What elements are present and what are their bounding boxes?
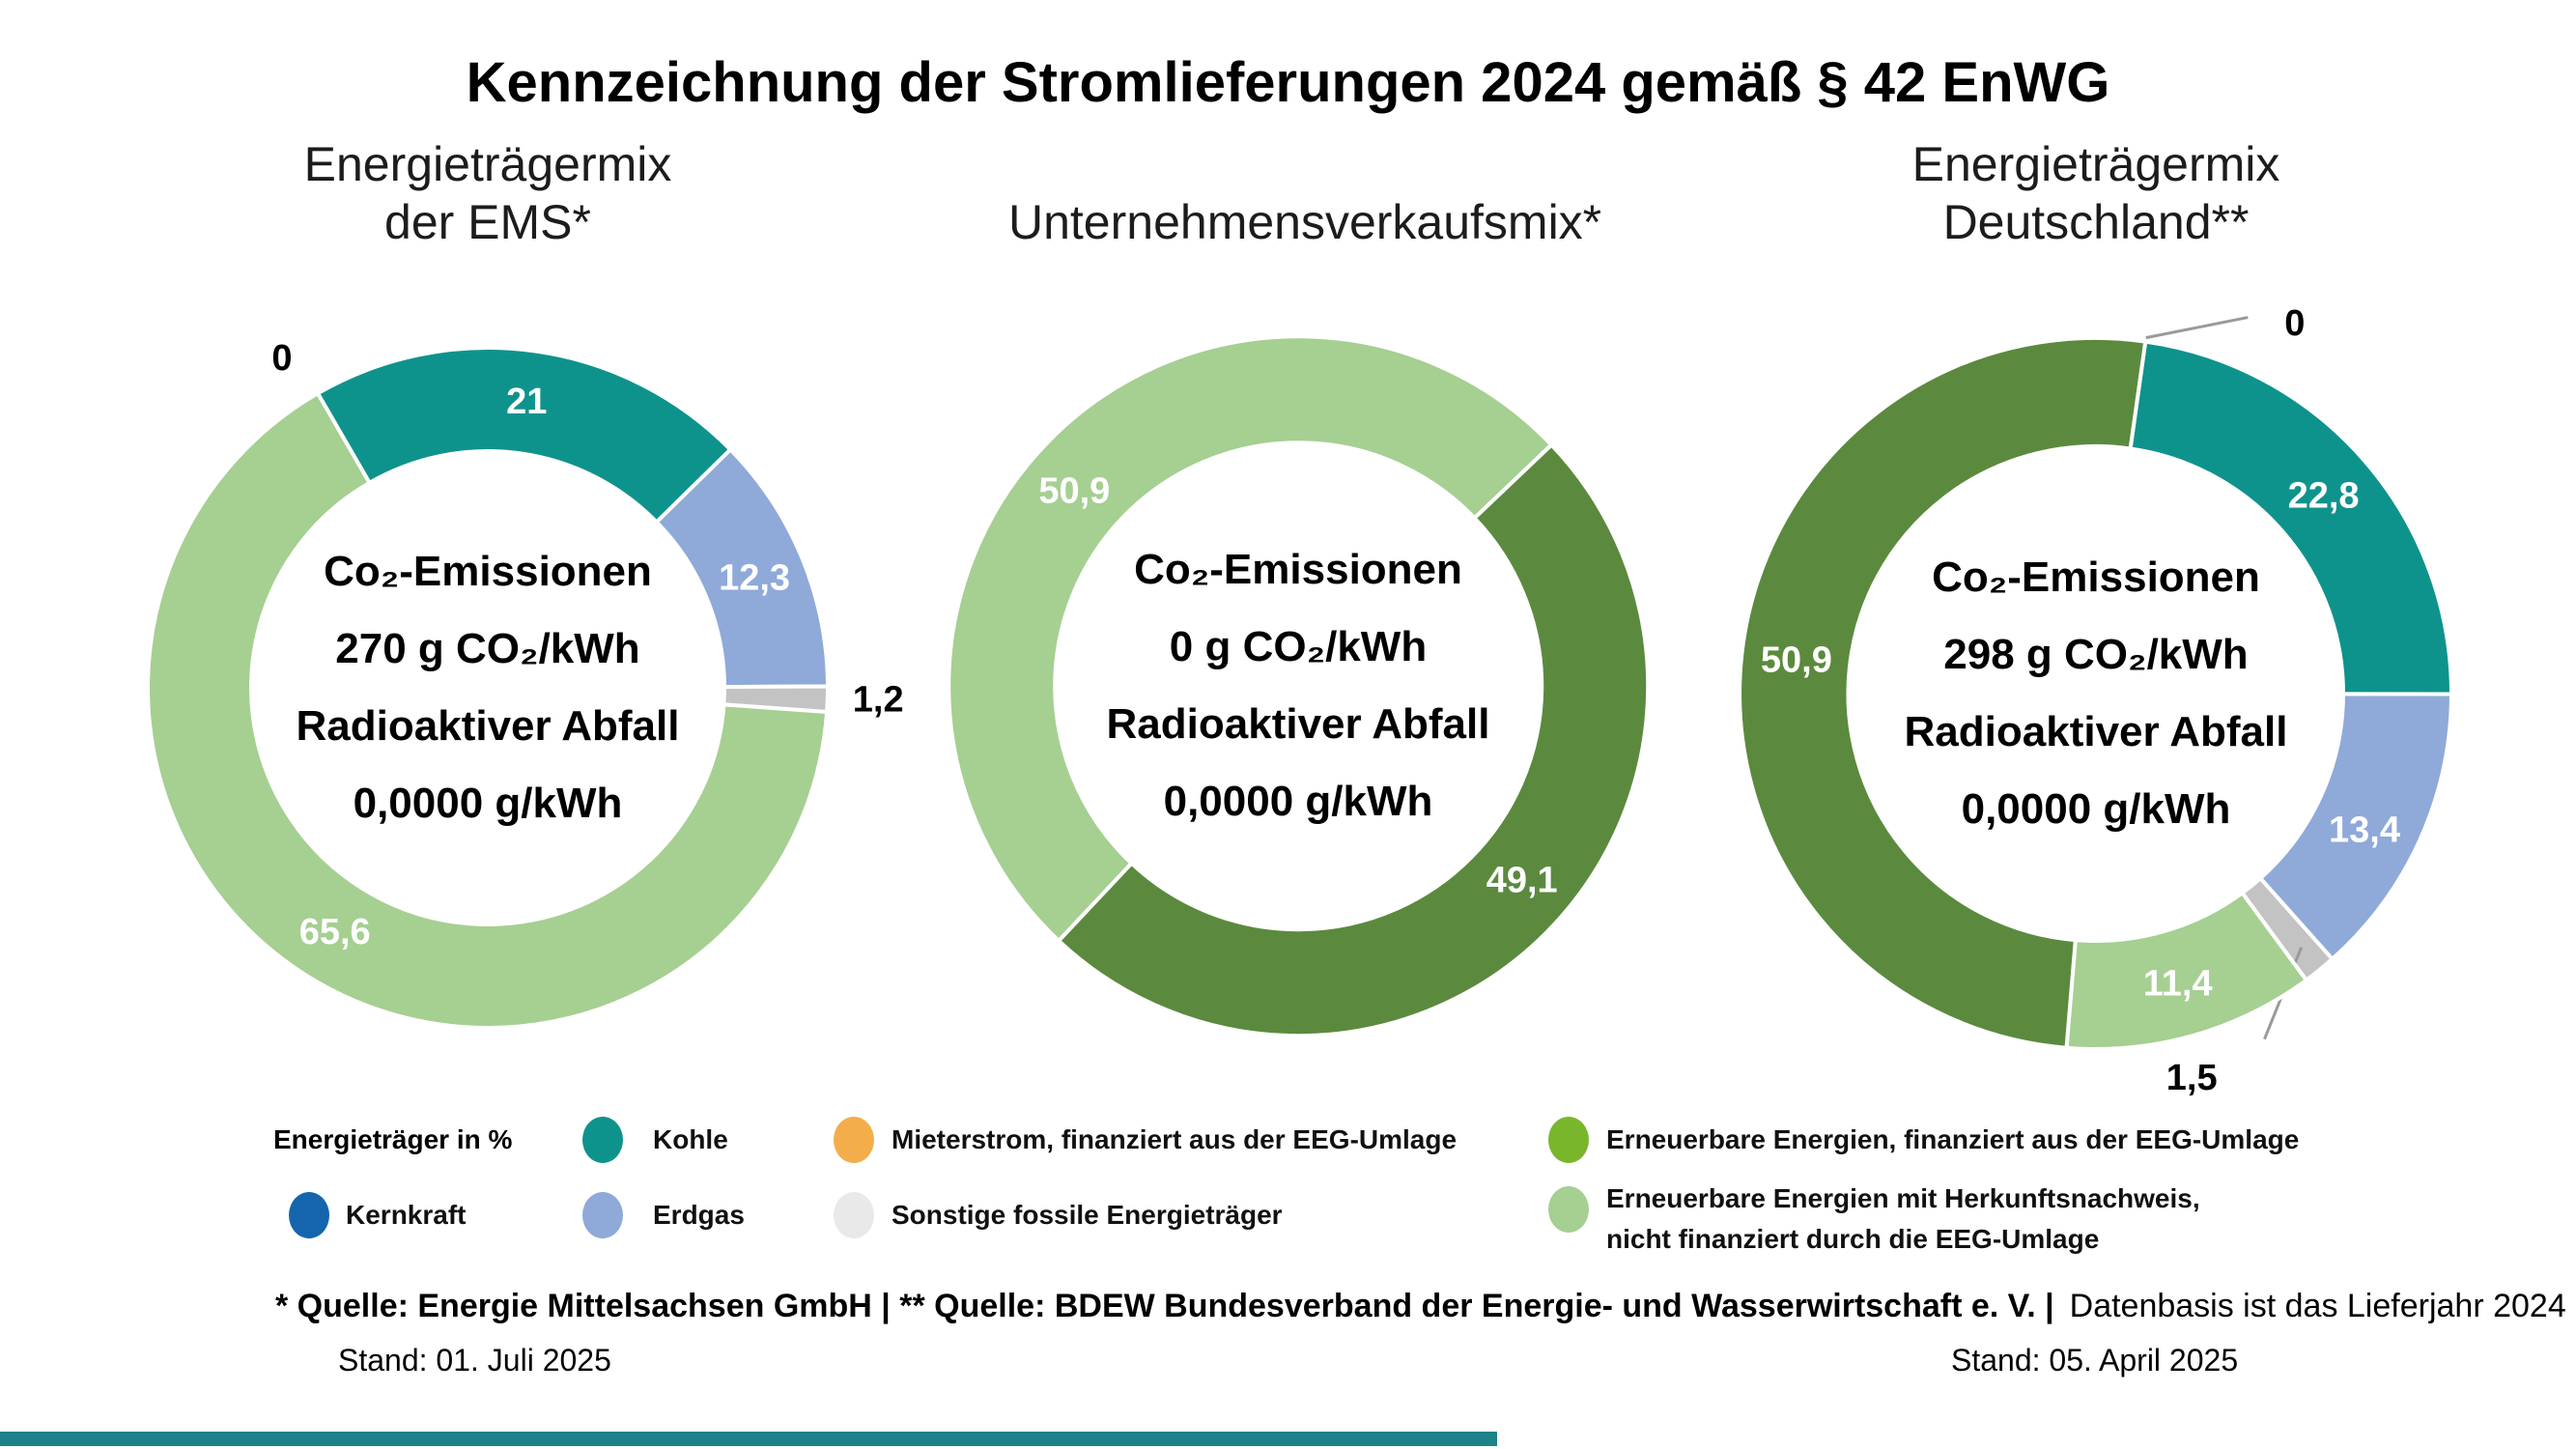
center-text-line: Radioaktiver Abfall (296, 702, 680, 750)
legend-label-erneuerbare-hkn-line1: Erneuerbare Energien mit Herkunftsnachwe… (1606, 1183, 2200, 1213)
legend-label-erneuerbare-hkn-line2: nicht finanziert durch die EEG-Umlage (1606, 1224, 2100, 1254)
donut-chart-1: 0 21 12,3 1,2 65,6 (146, 338, 904, 1031)
chart-title-ems: Energieträgermix der EMS* (198, 135, 778, 251)
chart-title-line: der EMS* (384, 195, 591, 249)
chart-title-line: Unternehmensverkaufsmix* (1008, 195, 1602, 249)
center-text-line: Co₂-Emissionen (324, 548, 652, 595)
center-text-line: 0 g CO₂/kWh (1169, 623, 1428, 670)
center-text-line: 0,0000 g/kWh (1163, 778, 1433, 825)
footer-stand-left: Stand: 01. Juli 2025 (338, 1343, 611, 1378)
donut-segment-kohle (316, 346, 733, 525)
segment-value-label: 50,9 (1761, 639, 1832, 680)
chart-title-line: Energieträgermix (1911, 137, 2280, 191)
segment-value-label: 21 (506, 382, 547, 422)
center-text-line: 0,0000 g/kWh (353, 780, 623, 827)
legend-label-sonstige-fossile: Sonstige fossile Energieträger (892, 1200, 1283, 1230)
bottom-accent-bar (0, 1432, 1497, 1446)
label-leader-line (2145, 316, 2249, 340)
center-text-line: 270 g CO₂/kWh (335, 625, 640, 672)
center-text-line: Co₂-Emissionen (1134, 546, 1462, 593)
legend-swatch-erneuerbare-hkn (1548, 1186, 1589, 1233)
legend-swatch-erdgas (582, 1192, 623, 1238)
footer-databasis-note: Datenbasis ist das Lieferjahr 2024 (2069, 1288, 2566, 1324)
segment-value-label: 0 (2284, 303, 2305, 344)
segment-value-label: 1,5 (2166, 1058, 2218, 1098)
segment-value-label: 12,3 (719, 558, 790, 599)
donut-segment-erneuerbare-energien (1738, 335, 2148, 1050)
chart-title-deutschland: Energieträgermix Deutschland** (1806, 135, 2386, 251)
center-text-line: Co₂-Emissionen (1932, 554, 2260, 601)
center-text-line: Radioaktiver Abfall (1904, 708, 2288, 755)
chart-title-unternehmensverkaufsmix: Unternehmensverkaufsmix* (1008, 193, 1602, 251)
legend-label-kohle: Kohle (653, 1124, 728, 1154)
legend-label-erneuerbare-hkn: Erneuerbare Energien mit Herkunftsnachwe… (1606, 1179, 2200, 1260)
chart-title-line: Energieträgermix (303, 137, 672, 191)
legend-label-mieterstrom: Mieterstrom, finanziert aus der EEG-Umla… (892, 1124, 1458, 1154)
segment-value-label: 49,1 (1486, 860, 1558, 900)
donut-segment-erneuerbare-energien-mit-herkunftsnachweis (146, 391, 830, 1031)
donut-center-text-2: Co₂-Emissionen 0 g CO₂/kWh Radioaktiver Ab… (1047, 531, 1549, 840)
donut-chart-2: 50,9 49,1 (947, 334, 1651, 1038)
donut-segment-erneuerbare-energien (1057, 442, 1651, 1038)
page-title: Kennzeichnung der Stromlieferungen 2024 … (466, 51, 2110, 114)
donut-chart-3: 0 22,8 13,4 1,5 11,4 50,9 (1738, 303, 2454, 1098)
legend-swatch-kernkraft (289, 1192, 329, 1238)
footer-stand-right: Stand: 05. April 2025 (1951, 1343, 2239, 1378)
legend-swatch-kohle (582, 1117, 623, 1163)
legend-label-erdgas: Erdgas (653, 1200, 745, 1230)
chart-title-line: Deutschland** (1942, 195, 2250, 249)
legend-swatch-erneuerbare-eeg (1548, 1117, 1589, 1163)
legend-swatch-mieterstrom (834, 1117, 874, 1163)
segment-value-label: 0 (271, 338, 292, 379)
segment-value-label: 13,4 (2329, 810, 2400, 851)
segment-value-label: 11,4 (2143, 963, 2213, 1004)
segment-value-label: 50,9 (1038, 471, 1110, 512)
center-text-line: 0,0000 g/kWh (1961, 785, 2231, 833)
footer-sources: * Quelle: Energie Mittelsachsen GmbH | *… (275, 1287, 2566, 1325)
segment-value-label: 1,2 (853, 680, 904, 721)
donut-center-text-1: Co₂-Emissionen 270 g CO₂/kWh Radioaktiver … (237, 533, 739, 842)
legend-heading: Energieträger in % (273, 1124, 513, 1154)
legend-label-kernkraft: Kernkraft (346, 1200, 467, 1230)
legend-swatch-sonstige-fossile (834, 1192, 874, 1238)
segment-value-label: 22,8 (2288, 476, 2360, 517)
center-text-line: 298 g CO₂/kWh (1943, 631, 2249, 678)
legend-label-erneuerbare-eeg: Erneuerbare Energien, finanziert aus der… (1606, 1124, 2300, 1154)
segment-value-label: 65,6 (299, 912, 371, 952)
donut-segment-erneuerbare-energien-mit-herkunftsnachweis (947, 334, 1554, 943)
donut-center-text-3: Co₂-Emissionen 298 g CO₂/kWh Radioaktiver … (1845, 539, 2347, 848)
center-text-line: Radioaktiver Abfall (1106, 700, 1490, 748)
donut-segment-kohle (2128, 339, 2454, 696)
footer-sources-bold: * Quelle: Energie Mittelsachsen GmbH | *… (275, 1288, 2054, 1324)
